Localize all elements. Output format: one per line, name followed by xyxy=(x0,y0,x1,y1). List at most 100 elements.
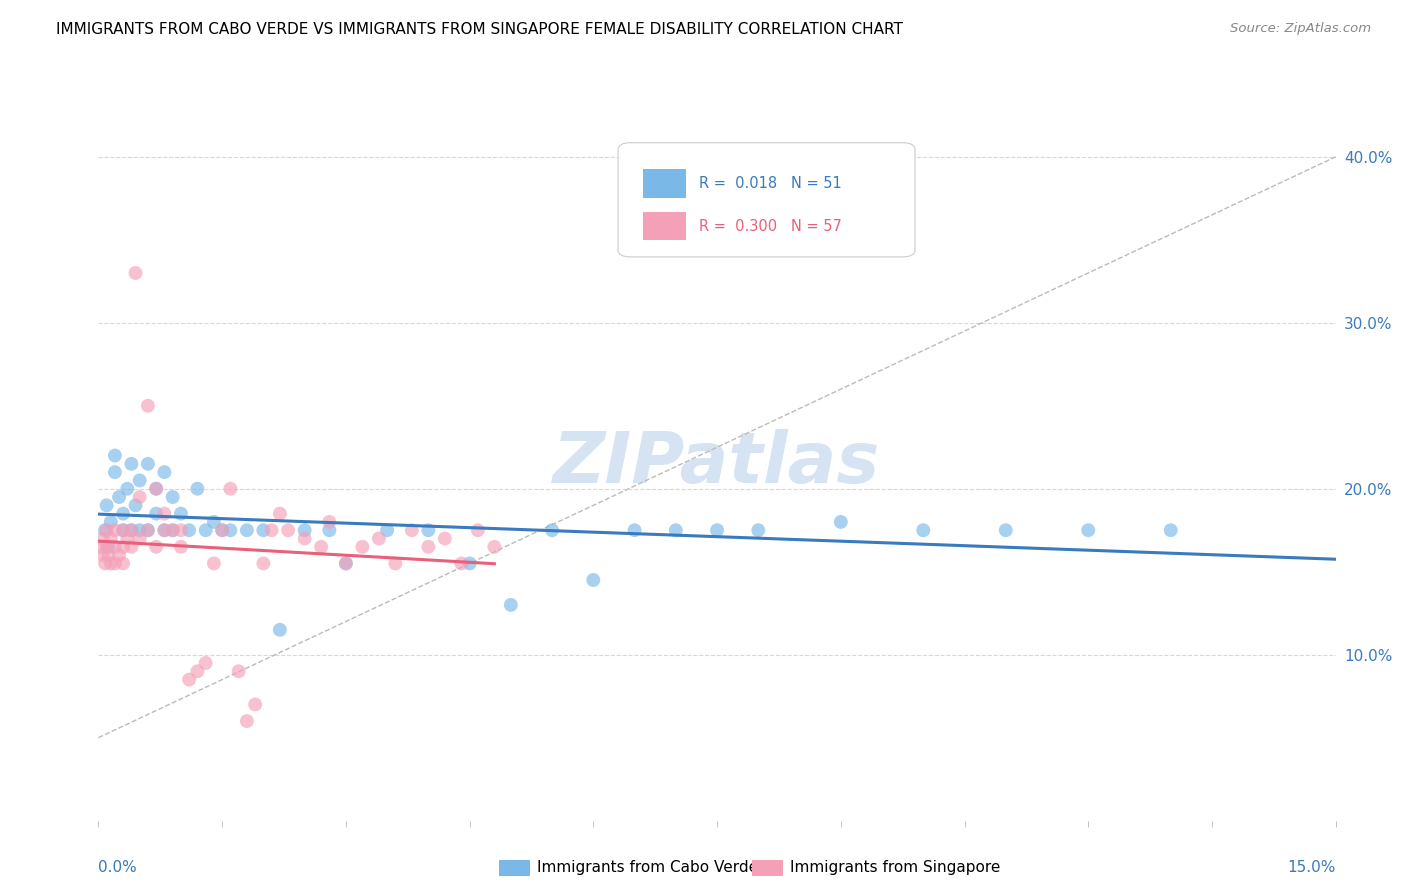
Point xyxy=(108,548,131,562)
Point xyxy=(269,623,291,637)
Point xyxy=(194,656,217,670)
Point xyxy=(128,490,150,504)
Point xyxy=(104,523,127,537)
Point xyxy=(104,540,127,554)
Point xyxy=(100,515,122,529)
Point xyxy=(108,490,131,504)
Point xyxy=(112,507,135,521)
Point xyxy=(202,557,225,571)
Point xyxy=(186,665,208,679)
Point xyxy=(994,523,1017,537)
Point xyxy=(91,548,114,562)
Point xyxy=(112,523,135,537)
Point xyxy=(153,465,176,479)
Point xyxy=(194,523,217,537)
Text: Immigrants from Singapore: Immigrants from Singapore xyxy=(790,861,1001,875)
Point xyxy=(179,673,201,687)
Point xyxy=(124,499,146,513)
Point xyxy=(706,523,728,537)
Point xyxy=(219,523,242,537)
Point xyxy=(120,457,142,471)
Point xyxy=(153,523,176,537)
Point xyxy=(112,523,135,537)
Point xyxy=(318,515,340,529)
Point xyxy=(145,540,167,554)
Point xyxy=(243,698,266,712)
Point xyxy=(418,523,440,537)
Point xyxy=(236,523,259,537)
Point xyxy=(112,557,135,571)
Point xyxy=(170,540,193,554)
Point xyxy=(145,507,167,521)
Point xyxy=(136,399,159,413)
Point xyxy=(277,523,299,537)
Point xyxy=(128,474,150,488)
Point xyxy=(120,523,142,537)
Point xyxy=(162,523,184,537)
Point xyxy=(162,490,184,504)
Point xyxy=(384,557,406,571)
Point xyxy=(318,523,340,537)
Point xyxy=(228,665,250,679)
Point xyxy=(170,507,193,521)
Point xyxy=(136,523,159,537)
Point xyxy=(100,532,122,546)
Point xyxy=(145,482,167,496)
Text: ZIPatlas: ZIPatlas xyxy=(554,429,880,499)
Point xyxy=(112,540,135,554)
Point xyxy=(1160,523,1182,537)
Point xyxy=(1077,523,1099,537)
Point xyxy=(499,598,522,612)
Point xyxy=(211,523,233,537)
Point xyxy=(269,507,291,521)
Point xyxy=(128,532,150,546)
Point xyxy=(145,482,167,496)
Point xyxy=(136,457,159,471)
Point xyxy=(94,557,117,571)
Point xyxy=(401,523,423,537)
Point xyxy=(236,714,259,728)
Point xyxy=(335,557,357,571)
Point xyxy=(252,557,274,571)
Point xyxy=(418,540,440,554)
Point xyxy=(100,557,122,571)
Point xyxy=(830,515,852,529)
Point xyxy=(665,523,688,537)
Point xyxy=(104,465,127,479)
Bar xyxy=(643,169,686,197)
Point xyxy=(124,266,146,280)
Point xyxy=(467,523,489,537)
Point xyxy=(367,532,389,546)
Point xyxy=(96,540,118,554)
Point xyxy=(260,523,283,537)
Point xyxy=(186,482,208,496)
Point xyxy=(120,523,142,537)
Point xyxy=(96,499,118,513)
Point xyxy=(252,523,274,537)
Point xyxy=(94,523,117,537)
Text: Source: ZipAtlas.com: Source: ZipAtlas.com xyxy=(1230,22,1371,36)
Point xyxy=(120,540,142,554)
Point xyxy=(219,482,242,496)
Point xyxy=(136,523,159,537)
Point xyxy=(747,523,769,537)
Text: 0.0%: 0.0% xyxy=(98,860,138,875)
Point xyxy=(309,540,332,554)
Point xyxy=(170,523,193,537)
FancyBboxPatch shape xyxy=(619,143,915,257)
Point xyxy=(104,557,127,571)
Point xyxy=(582,573,605,587)
Point xyxy=(117,532,139,546)
Point xyxy=(202,515,225,529)
Point xyxy=(153,507,176,521)
Text: R =  0.018   N = 51: R = 0.018 N = 51 xyxy=(699,176,841,191)
Point xyxy=(91,532,114,546)
Point xyxy=(104,449,127,463)
Text: R =  0.300   N = 57: R = 0.300 N = 57 xyxy=(699,219,841,234)
Point xyxy=(162,523,184,537)
Point xyxy=(912,523,935,537)
Point xyxy=(375,523,398,537)
Point xyxy=(294,523,316,537)
Point xyxy=(335,557,357,571)
Point xyxy=(96,523,118,537)
